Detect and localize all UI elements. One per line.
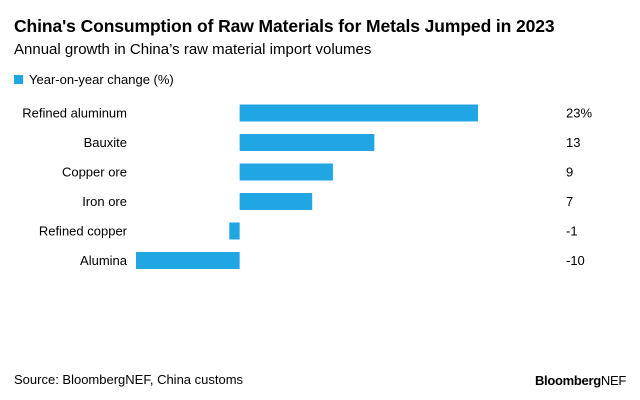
category-label: Copper ore	[62, 165, 127, 180]
value-label: -1	[566, 224, 578, 239]
category-label: Iron ore	[82, 194, 127, 209]
legend-label: Year-on-year change (%)	[29, 72, 174, 87]
value-label: 13	[566, 135, 580, 150]
value-label: -10	[566, 253, 585, 268]
legend: Year-on-year change (%)	[14, 72, 174, 87]
bar	[229, 222, 240, 240]
brand-bold: Bloomberg	[534, 373, 601, 388]
brand-logo: BloombergNEF	[535, 373, 626, 388]
source-note: Source: BloombergNEF, China customs	[14, 372, 244, 387]
category-label: Alumina	[80, 253, 128, 268]
bar	[239, 134, 375, 151]
bar	[239, 193, 313, 210]
brand-regular: NEF	[600, 373, 626, 388]
category-label: Refined copper	[39, 224, 128, 239]
chart-subtitle: Annual growth in China’s raw material im…	[14, 41, 372, 58]
category-label: Bauxite	[84, 135, 127, 150]
bar	[136, 252, 240, 269]
value-label: 9	[566, 165, 573, 180]
chart-title: China's Consumption of Raw Materials for…	[14, 16, 555, 36]
value-label: 23%	[566, 106, 592, 121]
bar	[239, 104, 478, 122]
category-label: Refined aluminum	[22, 106, 127, 121]
legend-swatch	[14, 75, 23, 84]
value-label: 7	[566, 194, 573, 209]
bar	[239, 163, 333, 181]
